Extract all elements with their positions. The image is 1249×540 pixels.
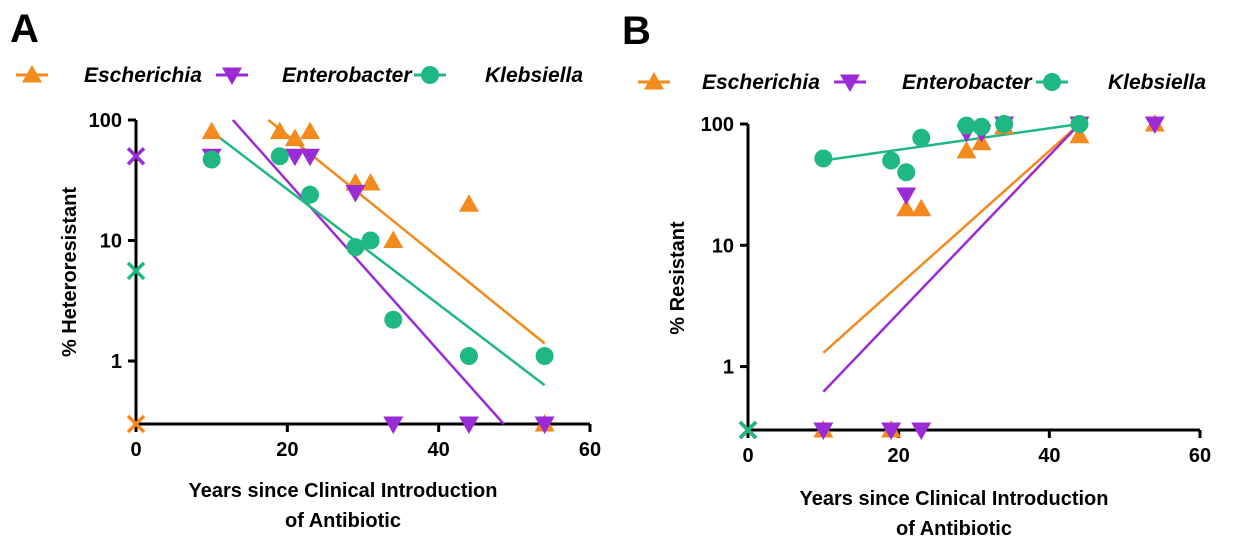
panel-b-legend-label-enterobacter: Enterobacter bbox=[902, 71, 1033, 94]
panel-b-point-enterobacter-2 bbox=[896, 187, 917, 205]
panel-b-legend-label-escherichia: Escherichia bbox=[702, 71, 820, 94]
panel-a-point-klebsiella-0 bbox=[202, 150, 221, 169]
panel-b-point-escherichia-4 bbox=[956, 140, 977, 159]
panel-a-x-title-line1: Years since Clinical Introduction bbox=[189, 480, 498, 502]
panel-a-zero-marker-enterobacter bbox=[126, 147, 146, 166]
panel-a-point-escherichia-2 bbox=[284, 128, 305, 147]
panel-a-point-escherichia-5 bbox=[360, 173, 381, 191]
panel-a-x-title-line2: of Antibiotic bbox=[285, 510, 401, 532]
panel-b-x-title-line1: Years since Clinical Introduction bbox=[800, 488, 1109, 510]
panel-a-point-enterobacter-1 bbox=[284, 148, 305, 167]
panel-a-point-klebsiella-4 bbox=[361, 231, 380, 250]
panel-b-legend-marker-enterobacter bbox=[840, 74, 860, 92]
panel-a-zero-marker-escherichia bbox=[126, 414, 146, 434]
panel-b-point-klebsiella-5 bbox=[972, 117, 991, 136]
panel-b-point-escherichia-2 bbox=[896, 198, 917, 217]
panel-a-point-enterobacter-5 bbox=[458, 416, 479, 434]
panel-a-point-klebsiella-1 bbox=[270, 147, 289, 166]
panel-a-point-escherichia-6 bbox=[383, 230, 404, 248]
panel-a-letter: A bbox=[10, 7, 39, 51]
panel-a-legend-label-klebsiella: Klebsiella bbox=[485, 64, 583, 87]
panel-a-point-klebsiella-2 bbox=[301, 185, 320, 204]
panel-a-legend-marker-enterobacter bbox=[222, 67, 242, 85]
panel-a-point-escherichia-0 bbox=[201, 121, 222, 140]
panel-a-y-tick-label-10: 10 bbox=[100, 230, 122, 252]
panel-a-point-klebsiella-5 bbox=[384, 310, 403, 329]
panel-a-legend-marker-klebsiella bbox=[421, 66, 439, 84]
panel-a-point-enterobacter-4 bbox=[383, 416, 404, 434]
panel-a-x-tick-label-60: 60 bbox=[579, 439, 601, 461]
panel-a-legend-marker-escherichia bbox=[22, 65, 42, 83]
panel-b-y-tick-label-100: 100 bbox=[701, 114, 734, 136]
panel-b-x-tick-label-40: 40 bbox=[1038, 445, 1060, 467]
panel-a-x-tick-label-40: 40 bbox=[428, 439, 450, 461]
panel-b-x-tick-label-0: 0 bbox=[742, 445, 753, 467]
panel-b-y-tick-label-10: 10 bbox=[712, 235, 734, 257]
panel-a-point-enterobacter-3 bbox=[345, 185, 366, 203]
panel-b-point-klebsiella-3 bbox=[912, 128, 931, 147]
panel-b-point-klebsiella-1 bbox=[882, 151, 901, 170]
panel-b-point-escherichia-7 bbox=[1069, 125, 1090, 144]
panel-b-point-enterobacter-0 bbox=[813, 422, 834, 440]
panel-b-point-enterobacter-3 bbox=[911, 422, 932, 440]
panel-a-point-klebsiella-3 bbox=[346, 238, 365, 257]
panel-b-y-title: % Resistant bbox=[667, 221, 689, 335]
panel-b-point-klebsiella-2 bbox=[897, 163, 916, 182]
panel-b-fit-line-enterobacter bbox=[822, 123, 1081, 393]
panel-b-y-tick-label-1: 1 bbox=[723, 357, 734, 379]
panel-b-point-klebsiella-4 bbox=[957, 116, 976, 135]
panel-b-point-klebsiella-0 bbox=[814, 149, 833, 168]
panel-b-fit-line-escherichia bbox=[822, 123, 1081, 354]
panel-b-point-enterobacter-8 bbox=[1144, 116, 1165, 134]
panel-a-fit-line-klebsiella bbox=[210, 130, 546, 387]
panel-a-legend-label-escherichia: Escherichia bbox=[84, 64, 202, 87]
panel-a-y-tick-label-100: 100 bbox=[89, 110, 122, 132]
panel-a-y-tick-label-1: 1 bbox=[111, 351, 122, 373]
panel-a-point-klebsiella-6 bbox=[459, 347, 478, 366]
panel-a-point-enterobacter-6 bbox=[534, 416, 555, 434]
panel-b-legend-label-klebsiella: Klebsiella bbox=[1108, 71, 1206, 94]
panel-b-fit-line-klebsiella bbox=[823, 122, 1080, 162]
panel-a-point-klebsiella-7 bbox=[535, 347, 554, 366]
panel-b-legend-marker-escherichia bbox=[644, 72, 664, 90]
panel-a-zero-marker-klebsiella bbox=[126, 261, 146, 281]
panel-b-legend-marker-klebsiella bbox=[1043, 73, 1061, 91]
panel-a-x-tick-label-0: 0 bbox=[130, 439, 141, 461]
panel-a-fit-line-enterobacter bbox=[231, 119, 505, 425]
panel-b-point-enterobacter-1 bbox=[881, 422, 902, 440]
panel-b-x-title-line2: of Antibiotic bbox=[896, 518, 1012, 540]
panel-a-x-tick-label-20: 20 bbox=[276, 439, 298, 461]
panel-b-letter: B bbox=[622, 9, 651, 53]
panel-b-point-klebsiella-6 bbox=[995, 115, 1014, 133]
panel-b-x-tick-label-60: 60 bbox=[1189, 445, 1211, 467]
panel-b-x-tick-label-20: 20 bbox=[888, 445, 910, 467]
panel-b-zero-marker-klebsiella bbox=[738, 420, 758, 440]
panel-b-point-klebsiella-7 bbox=[1070, 115, 1089, 133]
panel-a-y-title: % Heteroresistant bbox=[59, 187, 81, 357]
panel-a-legend-label-enterobacter: Enterobacter bbox=[282, 64, 413, 87]
panel-b-point-escherichia-3 bbox=[911, 198, 932, 217]
panel-a-point-escherichia-1 bbox=[269, 121, 290, 140]
panel-a-point-escherichia-3 bbox=[300, 121, 321, 140]
panel-a-point-enterobacter-2 bbox=[300, 148, 321, 167]
panel-a-point-escherichia-7 bbox=[458, 194, 479, 212]
